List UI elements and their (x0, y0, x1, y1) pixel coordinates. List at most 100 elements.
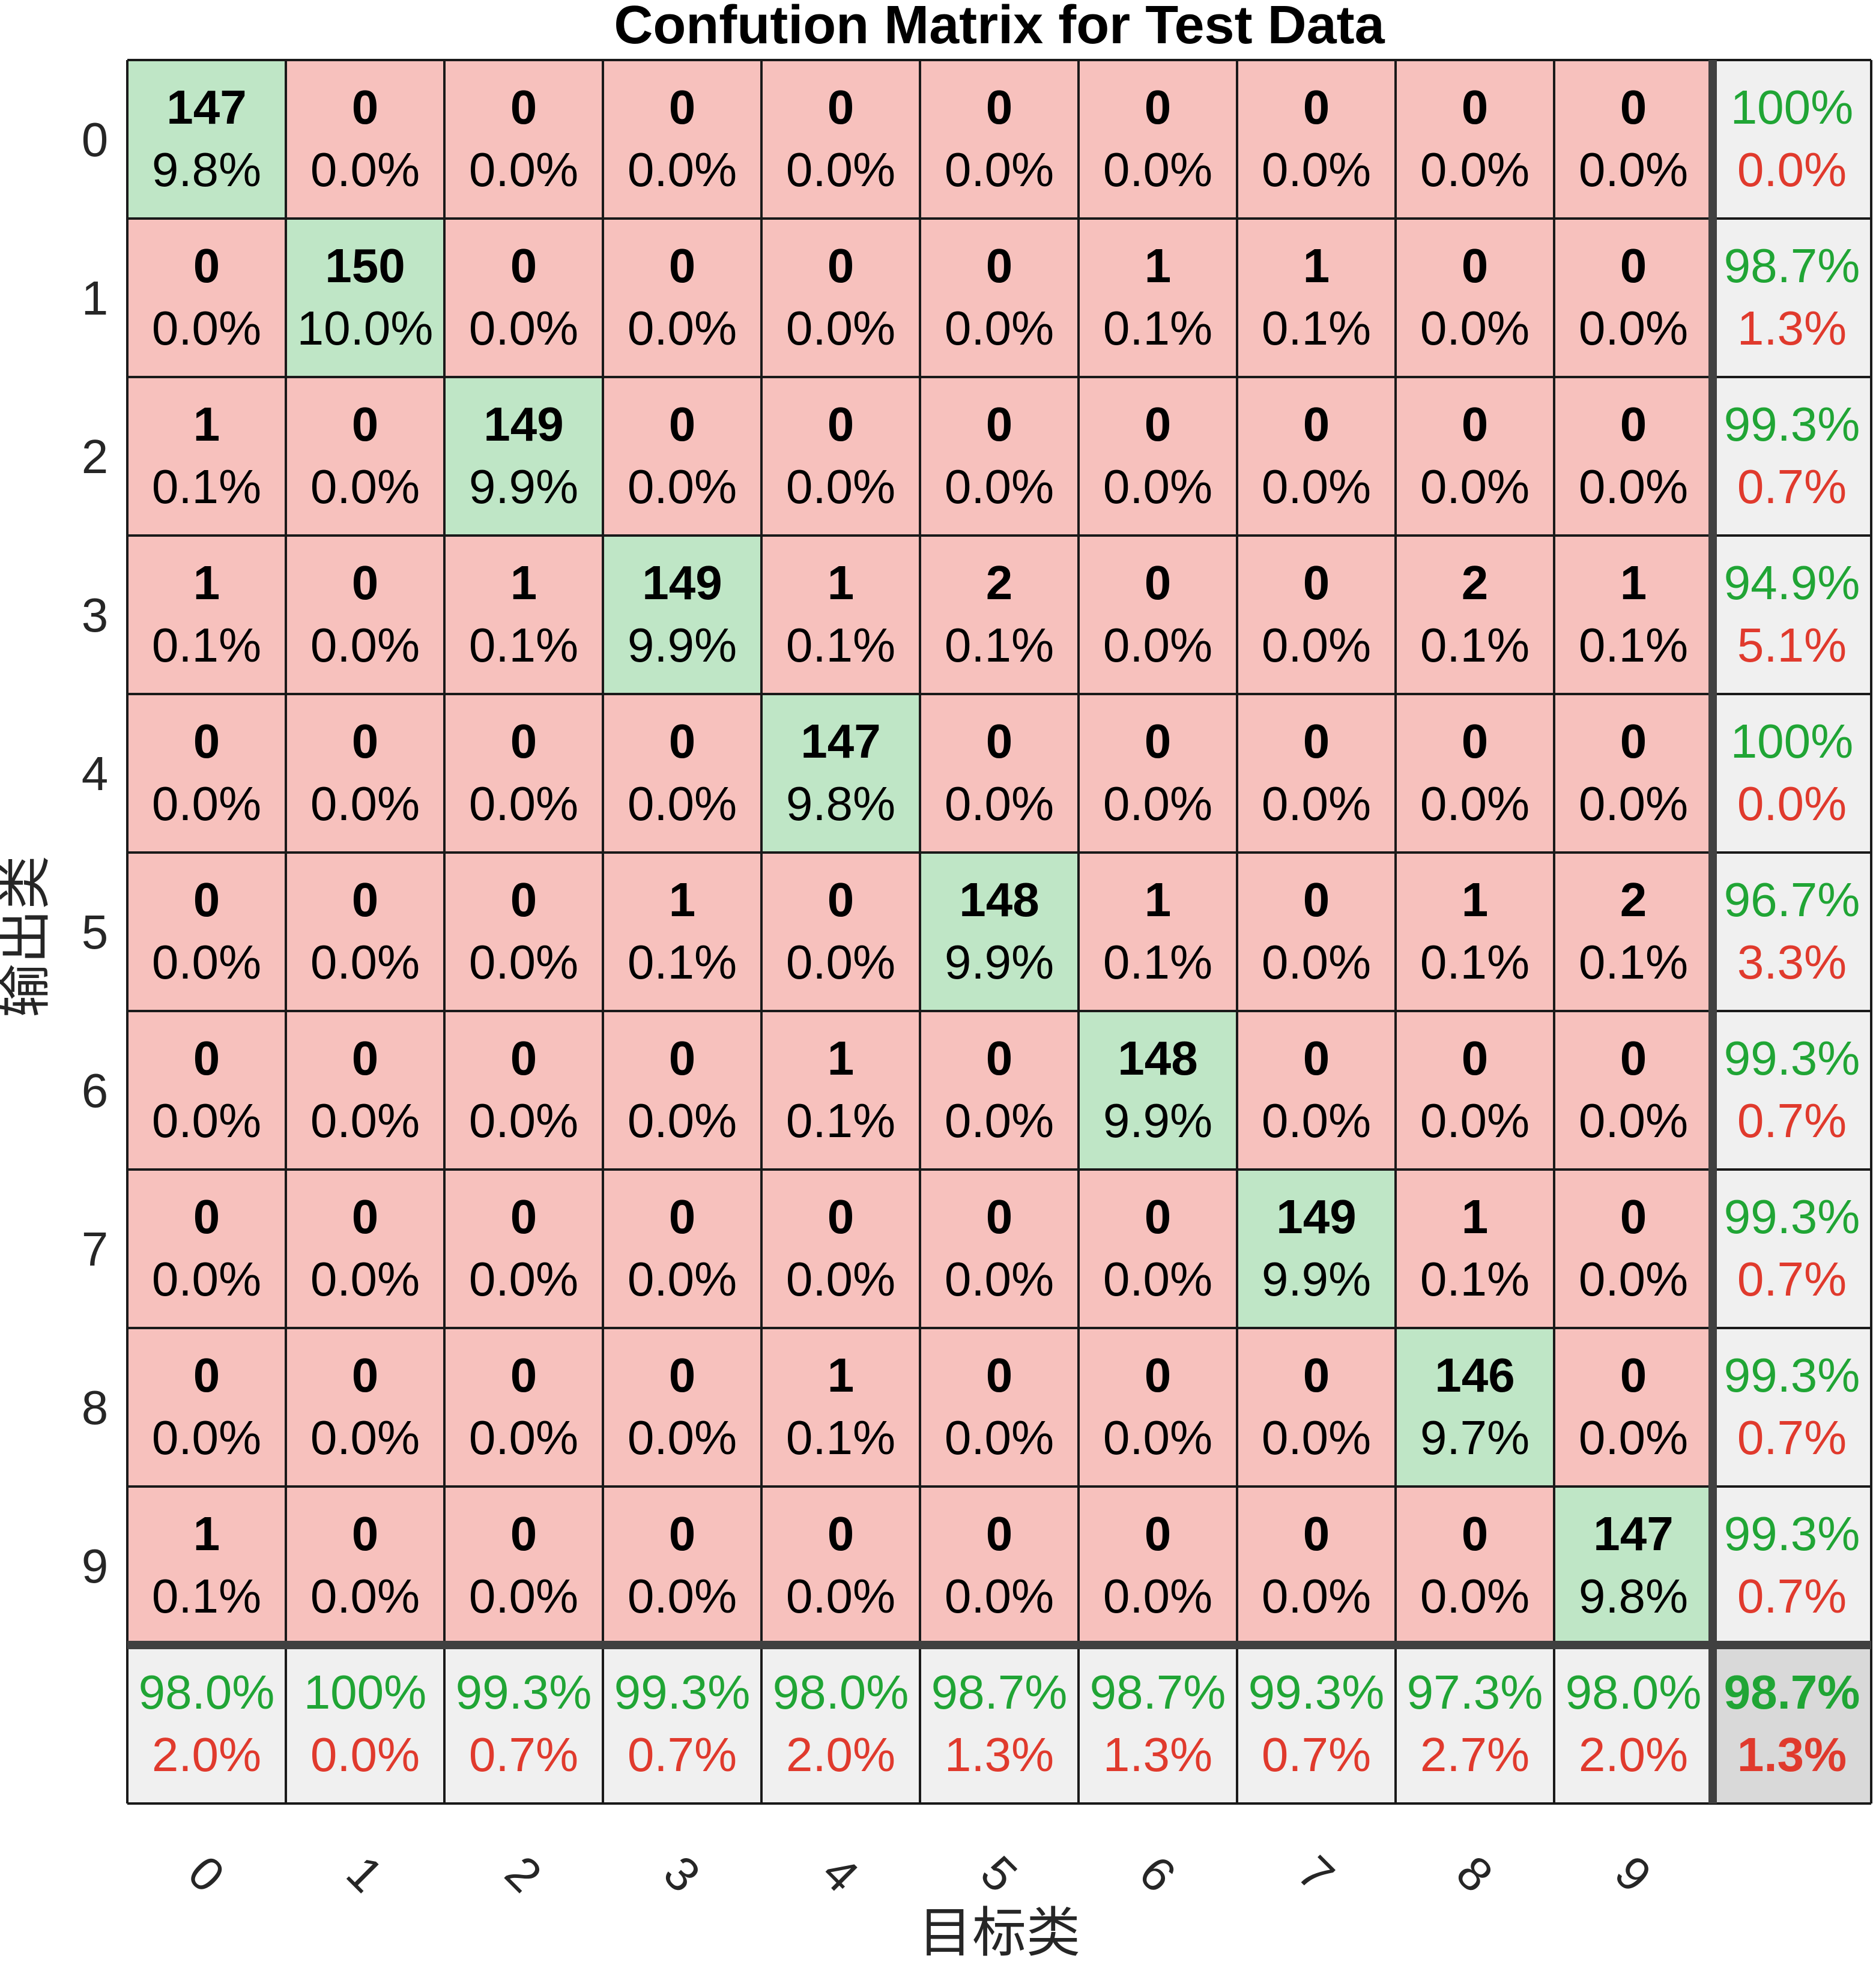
off-diagonal-cell (127, 1011, 286, 1170)
diagonal-cell (444, 377, 603, 536)
grid-lines (126, 59, 1872, 1805)
cell-percent: 9.9% (1262, 1252, 1371, 1306)
column-summary-correct: 98.7% (1090, 1665, 1226, 1719)
row-summary-correct: 100% (1731, 714, 1854, 768)
row-summary-error: 0.0% (1737, 777, 1847, 830)
cell-percent: 0.0% (1262, 460, 1371, 513)
diagonal-cell (603, 536, 761, 694)
off-diagonal-cell (1396, 853, 1554, 1011)
off-diagonal-cell (603, 694, 761, 853)
off-diagonal-cell (920, 60, 1079, 219)
cell-percent: 0.0% (310, 1252, 420, 1306)
cell-percent: 0.0% (1262, 618, 1371, 672)
off-diagonal-cell (1396, 60, 1554, 219)
cell-percent: 0.0% (1103, 1252, 1212, 1306)
cell-percent: 0.0% (1103, 143, 1212, 196)
cell-count: 0 (986, 80, 1013, 134)
off-diagonal-cell (761, 1487, 920, 1645)
cell-count: 0 (1620, 80, 1647, 134)
cell-count: 1 (193, 1507, 220, 1560)
cell-count: 0 (986, 239, 1013, 292)
cell-percent: 0.0% (152, 301, 261, 355)
off-diagonal-cell (1237, 536, 1396, 694)
cell-percent: 0.0% (1262, 935, 1371, 989)
y-tick-label: 2 (82, 430, 109, 483)
off-diagonal-cell (286, 1170, 444, 1328)
column-summary-correct: 98.0% (1566, 1665, 1702, 1719)
row-summary-error: 0.7% (1737, 1094, 1847, 1147)
y-tick-label: 5 (82, 905, 109, 959)
cell-count: 2 (1620, 873, 1647, 926)
column-summary-error: 2.0% (152, 1728, 261, 1781)
off-diagonal-cell (1237, 1011, 1396, 1170)
row-summary-error: 5.1% (1737, 618, 1847, 672)
cell-count: 1 (1303, 239, 1330, 292)
cell-count: 0 (510, 1190, 537, 1243)
cell-percent: 0.0% (310, 1094, 420, 1147)
cell-count: 0 (352, 397, 379, 451)
cell-count: 0 (1620, 714, 1647, 768)
off-diagonal-cell (1079, 60, 1237, 219)
cell-percent: 0.0% (1262, 143, 1371, 196)
off-diagonal-cell (1554, 1011, 1713, 1170)
cell-count: 0 (1462, 714, 1489, 768)
cell-count: 0 (1303, 1348, 1330, 1402)
off-diagonal-cell (127, 219, 286, 377)
cell-percent: 0.0% (1103, 618, 1212, 672)
cell-percent: 0.0% (786, 460, 895, 513)
off-diagonal-cell (127, 853, 286, 1011)
column-summary-cell (1554, 1645, 1713, 1804)
cell-percent: 0.1% (152, 1569, 261, 1623)
cell-count: 0 (1462, 397, 1489, 451)
off-diagonal-cell (603, 1170, 761, 1328)
cell-percent: 0.0% (152, 1252, 261, 1306)
cell-percent: 0.0% (152, 1411, 261, 1464)
cell-percent: 0.0% (786, 1252, 895, 1306)
y-tick-label: 8 (82, 1381, 109, 1434)
cell-count: 0 (352, 556, 379, 609)
off-diagonal-cell (761, 377, 920, 536)
off-diagonal-cell (444, 60, 603, 219)
cell-count: 147 (800, 714, 880, 768)
off-diagonal-cell (286, 377, 444, 536)
cell-count: 0 (986, 1348, 1013, 1402)
row-summary-cell (1713, 1011, 1871, 1170)
cell-count: 1 (510, 556, 537, 609)
cell-percent: 9.8% (786, 777, 895, 830)
cell-count: 0 (669, 1348, 696, 1402)
row-summary-error: 0.7% (1737, 1569, 1847, 1623)
cell-count: 0 (669, 1031, 696, 1085)
off-diagonal-cell (1079, 1487, 1237, 1645)
cell-count: 149 (483, 397, 563, 451)
cell-count: 0 (193, 1348, 220, 1402)
off-diagonal-cell (444, 1328, 603, 1487)
cell-count: 0 (669, 1507, 696, 1560)
cell-count: 1 (828, 1348, 855, 1402)
cell-percent: 0.0% (469, 1252, 578, 1306)
cell-percent: 0.0% (469, 935, 578, 989)
off-diagonal-cell (1554, 60, 1713, 219)
off-diagonal-cell (444, 853, 603, 1011)
overall-error: 1.3% (1737, 1728, 1847, 1781)
cell-percent: 0.0% (945, 143, 1054, 196)
row-summary-correct: 99.3% (1724, 1190, 1860, 1243)
cell-percent: 0.0% (786, 935, 895, 989)
diagonal-cell (1554, 1487, 1713, 1645)
cell-count: 2 (1462, 556, 1489, 609)
cell-count: 0 (1462, 239, 1489, 292)
off-diagonal-cell (1237, 219, 1396, 377)
cell-count: 0 (828, 80, 855, 134)
cell-percent: 0.1% (469, 618, 578, 672)
off-diagonal-cell (1237, 1487, 1396, 1645)
cell-percent: 0.1% (945, 618, 1054, 672)
cell-percent: 0.0% (1579, 460, 1688, 513)
cell-percent: 9.9% (469, 460, 578, 513)
y-tick-label: 3 (82, 588, 109, 642)
off-diagonal-cell (127, 377, 286, 536)
column-summary-error: 2.0% (786, 1728, 895, 1781)
off-diagonal-cell (1396, 536, 1554, 694)
off-diagonal-cell (1237, 1328, 1396, 1487)
cell-percent: 0.0% (628, 143, 737, 196)
row-summary-error: 0.0% (1737, 143, 1847, 196)
